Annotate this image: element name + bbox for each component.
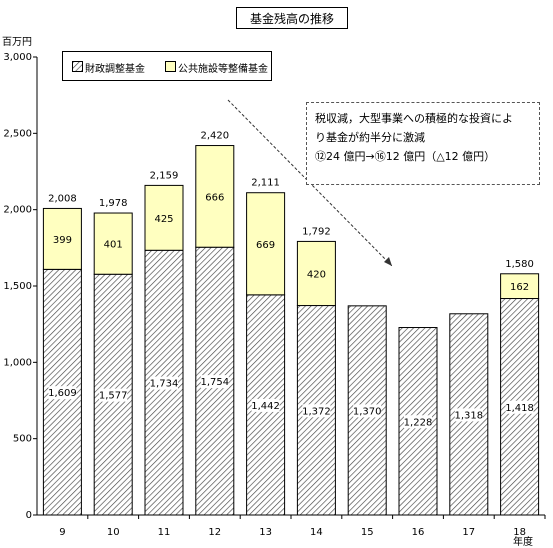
bar-total-label: 2,111 — [251, 178, 280, 189]
x-tick-label: 9 — [59, 527, 65, 538]
axes: 0 500 1,000 1,500 2,000 2,500 3,000 9 10 11 12 13 14… — [3, 52, 546, 538]
bar-public-facility-fund — [246, 192, 286, 296]
bar-fiscal-fund-label-bg — [404, 415, 432, 429]
x-tick-label: 18 — [513, 527, 526, 538]
annotation-line-2: ⑫24 億円→⑯12 億円（△12 億円） — [315, 150, 496, 163]
annotation-line-1a: 税収減，大型事業への積極的な投資によ — [315, 112, 513, 125]
bar-fiscal-fund-label-bg — [48, 386, 77, 400]
bar-fiscal-fund-label: 1,442 — [251, 401, 280, 412]
bar-total-label: 1,978 — [99, 198, 128, 209]
bar-total-label: 2,420 — [200, 131, 229, 142]
bar-public-facility-fund — [93, 212, 133, 275]
legend-swatch-hatched — [72, 61, 83, 72]
bar-fiscal-fund-label-bg — [505, 400, 534, 414]
x-tick-label: 10 — [107, 527, 120, 538]
bar-public-facility-fund — [296, 240, 336, 307]
y-tick-label: 0 — [26, 510, 32, 521]
bar-fiscal-fund-label: 1,609 — [48, 388, 77, 399]
bar-fiscal-fund-label-bg — [251, 398, 280, 412]
y-tick-label: 500 — [13, 434, 32, 445]
bar-total-label: 2,008 — [48, 193, 77, 204]
legend-label-fiscal-fund: 財政調整基金 — [85, 64, 145, 75]
y-tick-label: 1,500 — [3, 281, 32, 292]
bar-fiscal-fund-label: 1,228 — [404, 417, 433, 428]
bar-public-facility-fund-label: 162 — [510, 282, 529, 293]
bar-public-facility-fund-label: 669 — [256, 240, 275, 251]
y-tick-label: 2,500 — [3, 128, 32, 139]
bar-fiscal-fund-label: 1,418 — [505, 403, 534, 414]
bar-fiscal-fund-label-bg — [302, 404, 331, 418]
legend-label-public-facility-fund: 公共施設等整備基金 — [178, 64, 268, 75]
x-axis-unit-label: 年度 — [513, 537, 533, 548]
legend-swatch-yellow — [165, 61, 176, 72]
bar-public-facility-fund-label: 401 — [104, 240, 123, 251]
annotation-box: 税収減，大型事業への積極的な投資によ り基金が約半分に激減 ⑫24 億円→⑯12… — [306, 102, 540, 185]
bar-fiscal-fund-label-bg — [200, 375, 229, 389]
bar-fiscal-fund-label-bg — [99, 388, 128, 402]
bar-fiscal-fund-label-bg — [454, 408, 483, 422]
bar-fiscal-fund-label-bg — [150, 376, 178, 390]
x-tick-label: 16 — [412, 527, 425, 538]
bar-public-facility-fund-label: 425 — [154, 214, 173, 225]
y-tick-label: 2,000 — [3, 205, 32, 216]
x-tick-label: 11 — [158, 527, 171, 538]
y-tick-label: 3,000 — [3, 52, 32, 63]
bar-public-facility-fund — [500, 273, 540, 300]
bar-public-facility-fund — [42, 207, 82, 270]
x-tick-label: 14 — [310, 527, 323, 538]
x-tick-label: 12 — [208, 527, 221, 538]
data-labels: 1,609 399 2,008 1,577 401 1,978 1,734 425 2,159 1… — [48, 131, 534, 429]
bar-total-label: 2,159 — [150, 170, 179, 181]
bar-fiscal-fund-label: 1,372 — [302, 406, 331, 417]
x-tick-label: 15 — [361, 527, 374, 538]
chart-title: 基金残高の推移 — [236, 7, 348, 29]
y-axis-unit-label: 百万円 — [2, 37, 32, 48]
bar-fiscal-fund-label: 1,577 — [99, 391, 128, 402]
bar-public-facility-fund-label: 666 — [205, 192, 224, 203]
bar-fiscal-fund-label: 1,734 — [150, 379, 179, 390]
annotation-line-1b: り基金が約半分に激減 — [315, 131, 425, 144]
bar-fiscal-fund-label: 1,318 — [454, 410, 483, 421]
legend: 財政調整基金 公共施設等整備基金 — [62, 51, 272, 81]
x-tick-label: 17 — [462, 527, 475, 538]
bar-total-label: 1,580 — [505, 259, 534, 270]
bar-total-label: 1,792 — [302, 226, 331, 237]
bar-public-facility-fund-label: 399 — [53, 235, 72, 246]
bar-public-facility-fund-label: 420 — [307, 269, 326, 280]
bar-public-facility-fund — [195, 145, 235, 248]
bar-fiscal-fund-label-bg — [353, 404, 382, 418]
bar-fiscal-fund-label: 1,370 — [353, 406, 382, 417]
y-tick-label: 1,000 — [3, 357, 32, 368]
bar-public-facility-fund — [144, 184, 184, 251]
bar-fiscal-fund-label: 1,754 — [200, 377, 229, 388]
x-tick-label: 13 — [259, 527, 272, 538]
